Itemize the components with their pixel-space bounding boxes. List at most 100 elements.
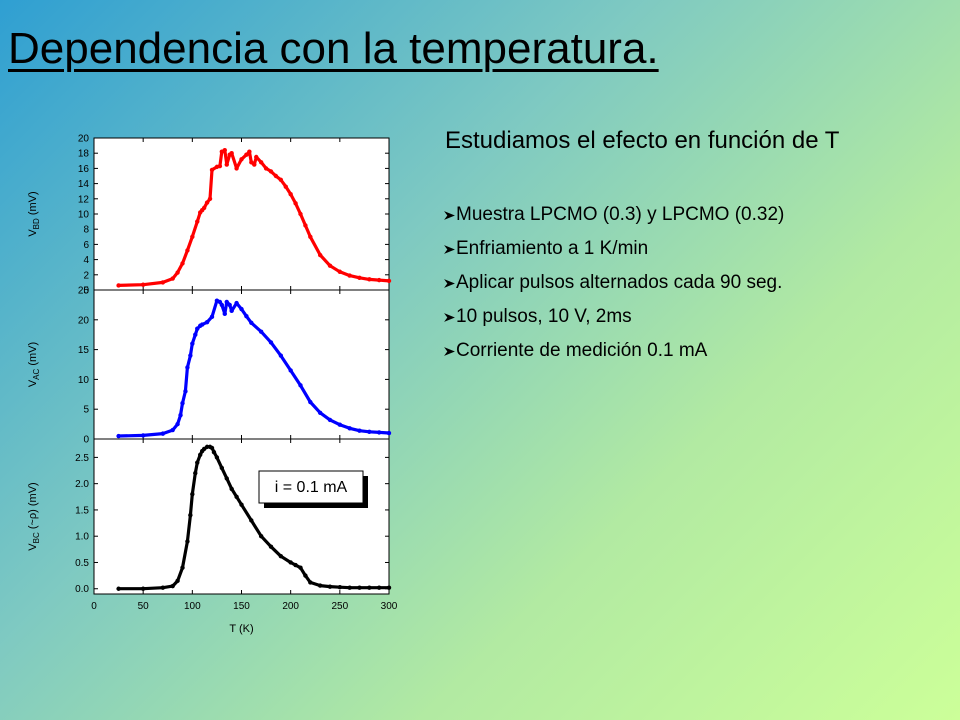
data-point xyxy=(376,430,382,435)
data-point xyxy=(337,584,343,590)
y-axis-label-main: V xyxy=(27,229,39,237)
data-point xyxy=(140,586,146,591)
data-point xyxy=(303,573,308,578)
data-point xyxy=(258,329,264,334)
data-point xyxy=(249,518,254,523)
data-point xyxy=(160,585,166,590)
bullet-text: Aplicar pulsos alternados cada 90 seg. xyxy=(456,272,783,293)
data-point xyxy=(214,455,220,460)
data-point xyxy=(317,252,323,258)
data-point xyxy=(185,539,190,544)
y-axis-label-rest: (~ρ) (mV) xyxy=(27,482,39,532)
data-point xyxy=(195,219,200,224)
data-point xyxy=(247,149,252,154)
bullet-text: Corriente de medición 0.1 mA xyxy=(456,340,708,361)
bullet-item: 10 pulsos, 10 V, 2ms xyxy=(443,300,784,334)
y-axis-label: VBC (~ρ) (mV) xyxy=(27,482,41,550)
y-tick-label: 0.0 xyxy=(75,584,89,595)
data-point xyxy=(376,585,382,590)
data-point xyxy=(278,353,284,358)
data-point xyxy=(386,430,392,436)
y-tick-label: 18 xyxy=(78,149,90,160)
data-point xyxy=(293,201,298,206)
x-tick-label: 300 xyxy=(381,601,398,612)
data-point xyxy=(317,583,323,588)
data-point xyxy=(327,584,333,589)
data-point xyxy=(185,365,190,370)
data-point xyxy=(308,580,313,585)
data-point xyxy=(252,162,257,167)
x-tick-label: 200 xyxy=(282,601,299,612)
arrow-bullet-icon xyxy=(444,278,455,288)
bullet-item: Corriente de medición 0.1 mA xyxy=(443,334,784,368)
x-tick-label: 150 xyxy=(233,601,250,612)
data-point xyxy=(347,426,352,431)
data-point xyxy=(288,560,293,565)
y-axis-label-rest: (mV) xyxy=(27,342,39,369)
data-point xyxy=(217,163,223,169)
data-point xyxy=(190,234,195,239)
data-point xyxy=(209,314,215,320)
data-point xyxy=(222,311,227,317)
y-tick-label: 4 xyxy=(83,255,89,266)
data-point xyxy=(183,389,188,394)
data-point xyxy=(254,154,259,160)
data-point xyxy=(229,151,234,156)
data-point xyxy=(367,429,372,435)
y-tick-label: 2.5 xyxy=(75,453,89,464)
bullet-item: Aplicar pulsos alternados cada 90 seg. xyxy=(443,266,784,300)
data-point xyxy=(239,157,244,162)
y-tick-label: 15 xyxy=(78,345,90,356)
data-point xyxy=(170,583,175,589)
x-tick-label: 250 xyxy=(331,601,348,612)
y-axis-label: VAC (mV) xyxy=(27,342,41,387)
x-tick-label: 100 xyxy=(184,601,201,612)
data-point xyxy=(278,177,284,182)
x-tick-label: 50 xyxy=(138,601,150,612)
series-line xyxy=(117,148,391,287)
data-point xyxy=(188,512,193,518)
y-tick-label: 8 xyxy=(83,225,89,236)
data-point xyxy=(347,585,352,590)
y-axis-label-rest: (mV) xyxy=(27,191,39,218)
data-point xyxy=(278,553,284,559)
data-point xyxy=(367,585,372,590)
slide-title: Dependencia con la temperatura. xyxy=(8,24,659,73)
x-tick-label: 0 xyxy=(91,601,97,612)
bullet-text: Muestra LPCMO (0.3) y LPCMO (0.32) xyxy=(456,204,785,225)
data-point xyxy=(283,184,288,189)
y-tick-label: 0 xyxy=(83,435,89,446)
data-point xyxy=(170,427,175,433)
data-point xyxy=(195,460,200,465)
arrow-bullet-icon xyxy=(444,244,455,254)
y-axis-label-sub: BC xyxy=(32,532,41,543)
y-tick-label: 12 xyxy=(78,194,90,205)
data-point xyxy=(204,200,210,205)
y-tick-label: 1.5 xyxy=(75,505,89,516)
data-point xyxy=(386,585,392,590)
data-point xyxy=(357,585,362,590)
data-point xyxy=(190,491,195,497)
data-point xyxy=(207,196,213,201)
data-point xyxy=(227,302,232,308)
data-point xyxy=(268,340,274,345)
y-axis-label-sub: BD xyxy=(32,218,41,229)
data-point xyxy=(219,302,225,308)
y-tick-label: 10 xyxy=(78,210,90,221)
data-point xyxy=(298,383,303,388)
data-point xyxy=(239,502,244,507)
y-tick-label: 6 xyxy=(83,240,89,251)
data-point xyxy=(193,470,198,476)
data-point xyxy=(268,169,274,174)
data-point xyxy=(317,410,323,415)
data-point xyxy=(386,278,392,284)
bullet-item: Muestra LPCMO (0.3) y LPCMO (0.32) xyxy=(443,198,784,232)
slide-subtitle: Estudiamos el efecto en función de T xyxy=(445,127,840,154)
data-point xyxy=(219,465,225,471)
data-point xyxy=(193,332,198,337)
data-point xyxy=(234,494,239,499)
data-point xyxy=(140,282,146,287)
plot-area xyxy=(93,289,390,440)
y-tick-label: 10 xyxy=(78,375,90,386)
chart-panel-3: 0.0 0.5 1.0 1.5 2.0 2.5 VBC (~ρ) (mV) 0 50 100 150… xyxy=(27,438,398,635)
